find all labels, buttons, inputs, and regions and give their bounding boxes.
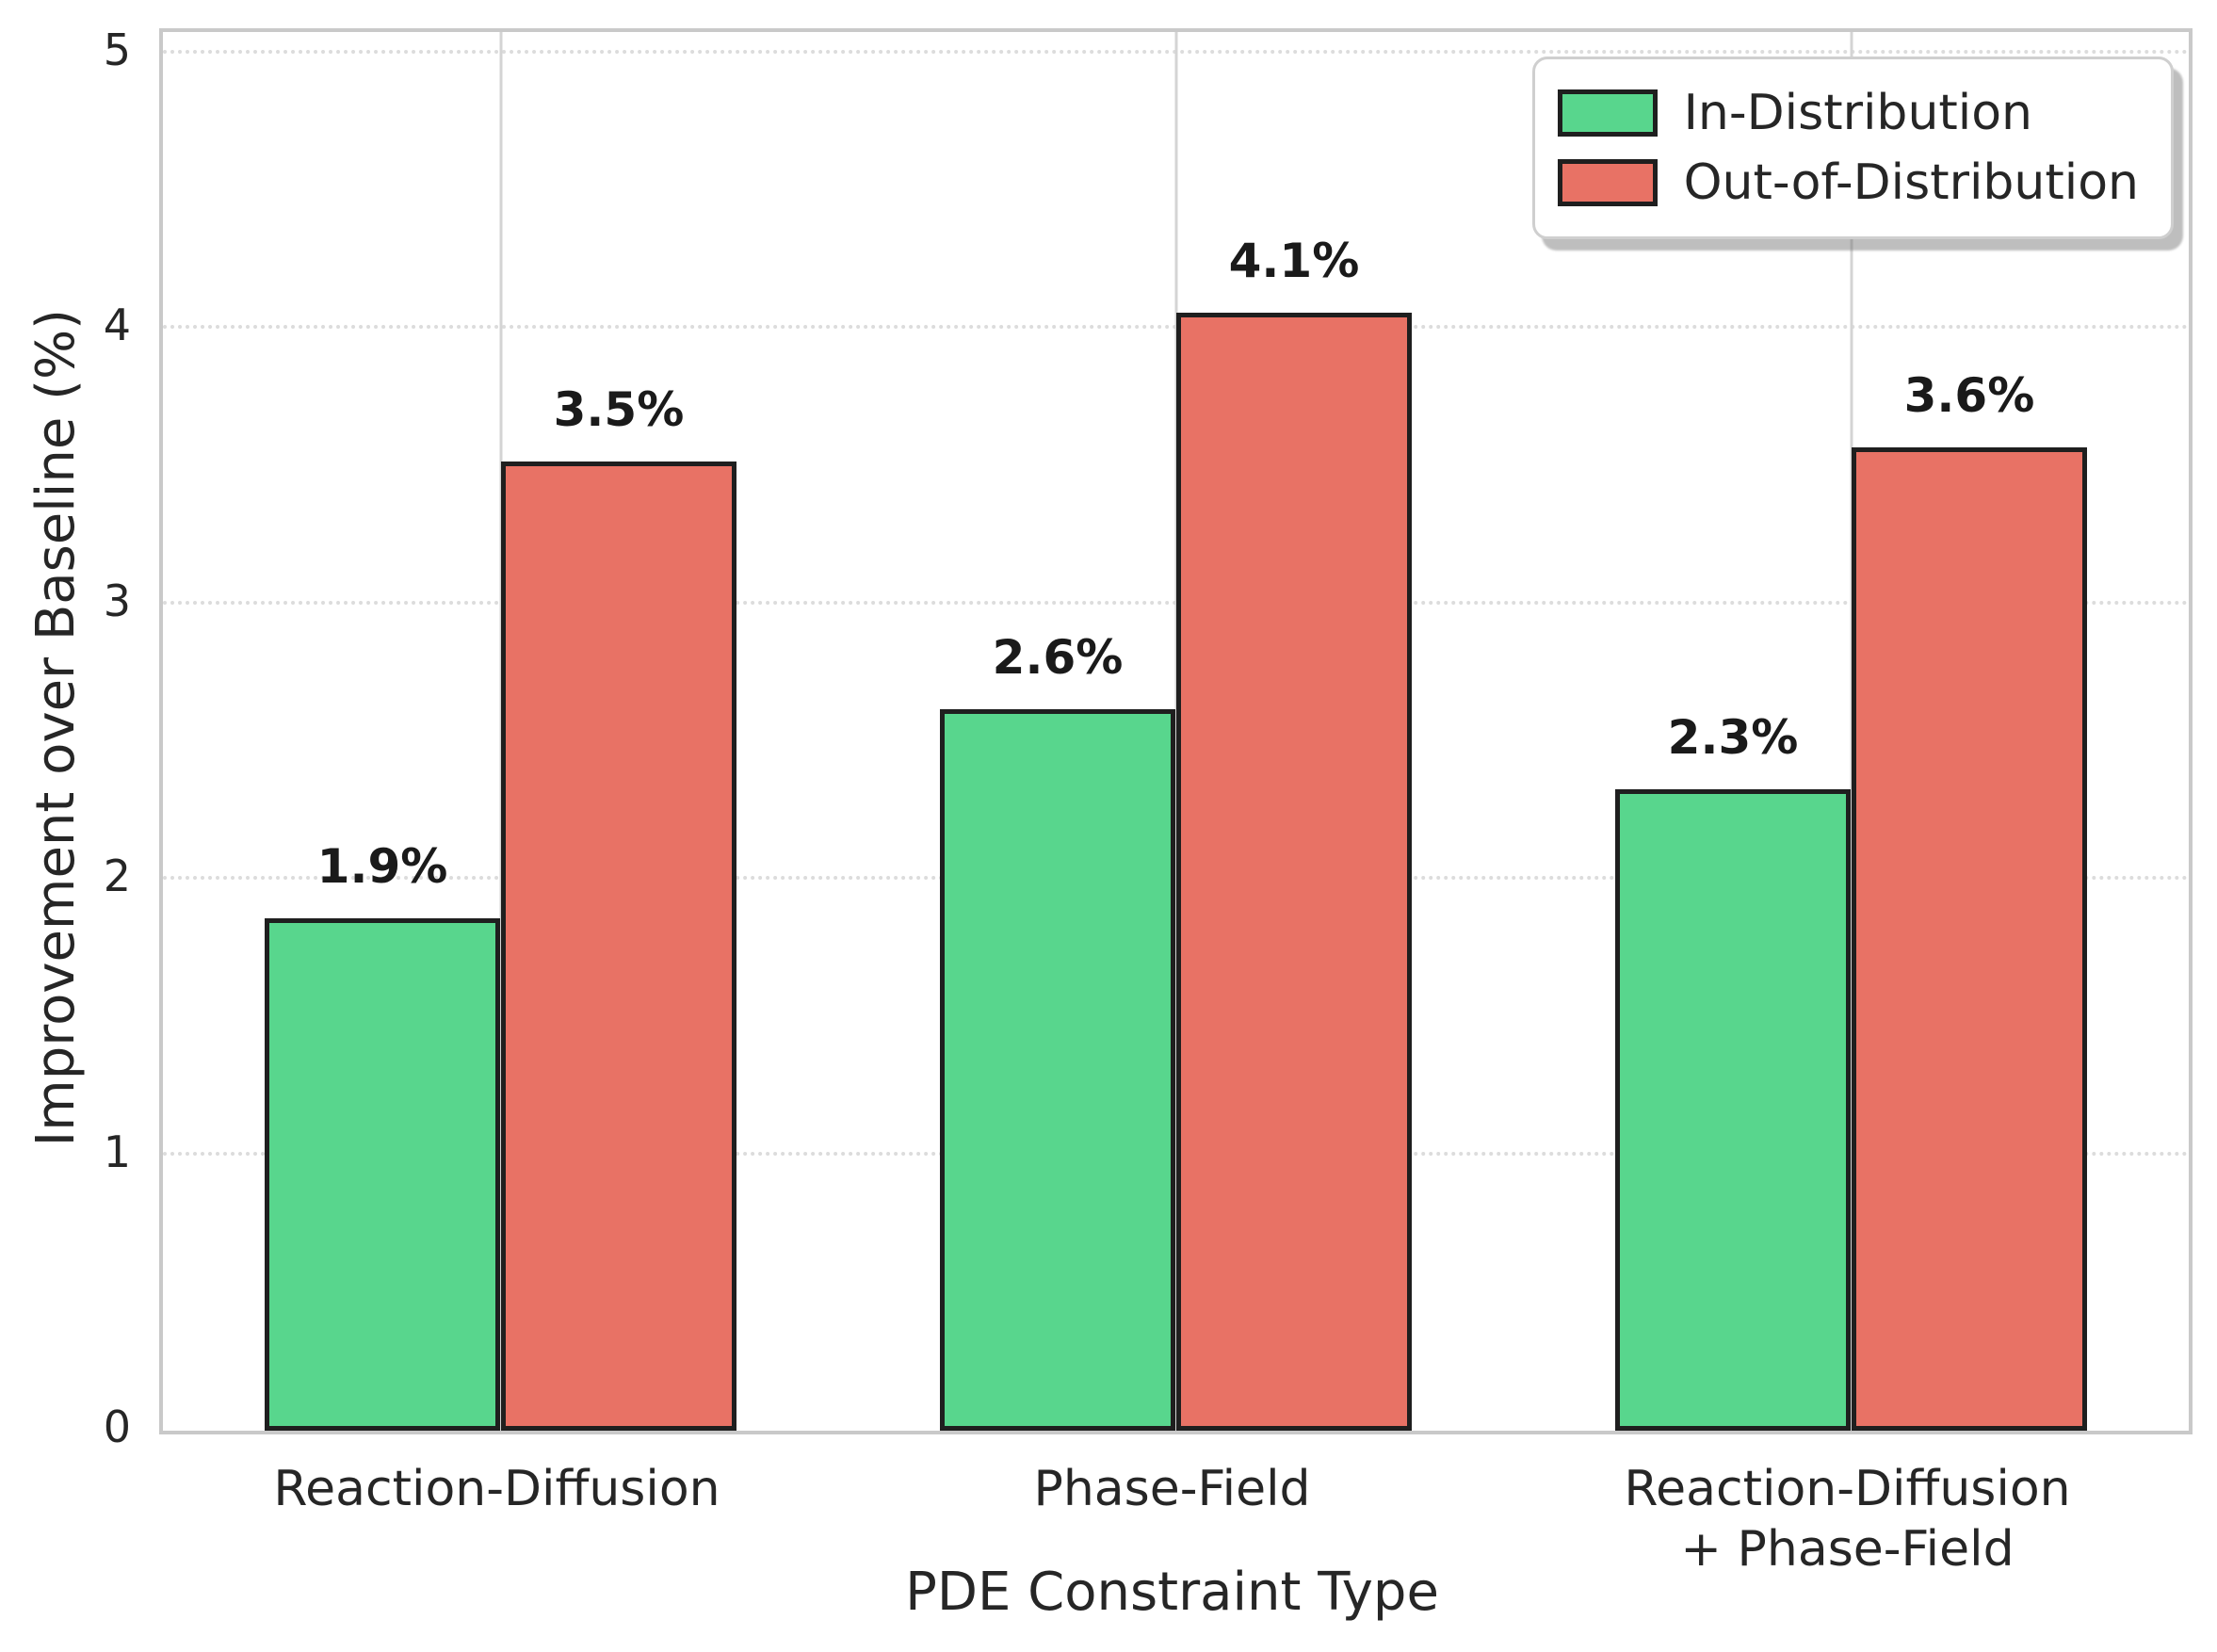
- x-tick-label-reaction-diffusion-2: Reaction-Diffusion + Phase-Field: [1624, 1461, 2071, 1578]
- y-axis-title: Improvement over Baseline (%): [24, 308, 87, 1147]
- y-axis-label-wrap: Improvement over Baseline (%): [4, 28, 107, 1427]
- bar-in-distribution-reaction-diffusion: [264, 918, 501, 1431]
- bar-out-of-distribution-reaction-diffusion: [1851, 447, 2088, 1431]
- y-tick-label-4: 4: [103, 300, 131, 351]
- legend-item-out-of-distribution: Out-of-Distribution: [1557, 148, 2139, 218]
- y-tick-label-1: 1: [103, 1126, 131, 1177]
- bar-value-label-out-of-distribution-0: 3.5%: [553, 381, 685, 437]
- bar-in-distribution-phase-field: [939, 708, 1176, 1431]
- plot-area: 1.9% 2.6% 2.3% 3.5% 4.1% 3.6% In-Distribution…: [159, 28, 2193, 1434]
- y-tick-label-5: 5: [103, 24, 131, 75]
- x-tick-label-reaction-diffusion-0: Reaction-Diffusion: [273, 1461, 720, 1517]
- bar-in-distribution-reaction-diffusion: [1614, 788, 1852, 1431]
- legend-item-in-distribution: In-Distribution: [1557, 78, 2139, 148]
- legend-label-in-distribution: In-Distribution: [1683, 85, 2033, 141]
- bar-out-of-distribution-phase-field: [1175, 312, 1413, 1431]
- legend: In-Distribution Out-of-Distribution: [1531, 57, 2174, 239]
- bar-out-of-distribution-reaction-diffusion: [500, 461, 737, 1431]
- y-tick-label-0: 0: [103, 1401, 131, 1452]
- bar-value-label-in-distribution-2: 2.3%: [1667, 709, 1799, 765]
- legend-swatch-in-distribution: [1557, 89, 1658, 137]
- legend-label-out-of-distribution: Out-of-Distribution: [1683, 154, 2139, 211]
- bar-value-label-in-distribution-0: 1.9%: [316, 839, 448, 895]
- x-axis-title: PDE Constraint Type: [905, 1562, 1439, 1623]
- bar-value-label-out-of-distribution-1: 4.1%: [1228, 233, 1360, 288]
- y-tick-label-3: 3: [103, 575, 131, 626]
- legend-swatch-out-of-distribution: [1557, 159, 1658, 206]
- x-tick-label-phase-field-1: Phase-Field: [1033, 1461, 1311, 1517]
- bar-value-label-in-distribution-1: 2.6%: [992, 629, 1124, 685]
- bar-value-label-out-of-distribution-2: 3.6%: [1903, 368, 2035, 423]
- y-tick-label-2: 2: [103, 850, 131, 902]
